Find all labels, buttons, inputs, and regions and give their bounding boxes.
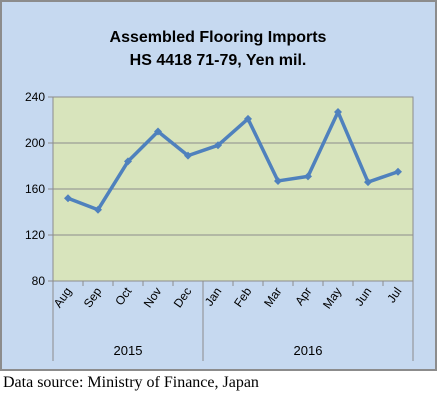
data-point	[214, 141, 222, 150]
chart-title: Assembled Flooring Imports	[110, 29, 327, 46]
x-tick-label: Mar	[261, 285, 284, 310]
data-point	[244, 114, 252, 123]
data-point	[64, 194, 72, 203]
y-tick-label: 200	[25, 136, 45, 150]
data-point	[394, 167, 402, 176]
data-point	[274, 176, 282, 185]
data-point	[184, 151, 192, 160]
x-tick-label: Apr	[292, 285, 314, 308]
chart-subtitle: HS 4418 71-79, Yen mil.	[130, 52, 307, 69]
series-line	[66, 110, 400, 212]
y-tick-label: 120	[25, 228, 45, 242]
x-tick-label: Jun	[352, 285, 375, 309]
line-chart: Assembled Flooring Imports HS 4418 71-79…	[25, 29, 414, 361]
x-tick-label: Dec	[171, 285, 195, 311]
year-group-label: 2016	[294, 343, 323, 358]
year-group-label: 2015	[114, 343, 143, 358]
data-point	[334, 107, 342, 116]
data-source-note: Data source: Ministry of Finance, Japan	[3, 374, 259, 391]
x-tick-label: Jul	[384, 285, 404, 306]
x-tick-label: Aug	[51, 285, 75, 311]
data-point	[154, 127, 162, 136]
y-tick-label: 80	[32, 274, 46, 288]
x-tick-label: Feb	[231, 284, 255, 309]
data-point	[364, 178, 372, 187]
x-tick-label: Sep	[81, 284, 105, 310]
data-point	[94, 205, 102, 214]
y-tick-label: 160	[25, 182, 45, 196]
y-tick-label: 240	[25, 90, 45, 104]
x-tick-label: Oct	[112, 284, 135, 308]
data-point	[124, 157, 132, 166]
x-tick-label: Nov	[141, 285, 165, 311]
x-tick-label: May	[320, 285, 344, 312]
data-point	[304, 172, 312, 181]
x-tick-label: Jan	[202, 285, 225, 309]
